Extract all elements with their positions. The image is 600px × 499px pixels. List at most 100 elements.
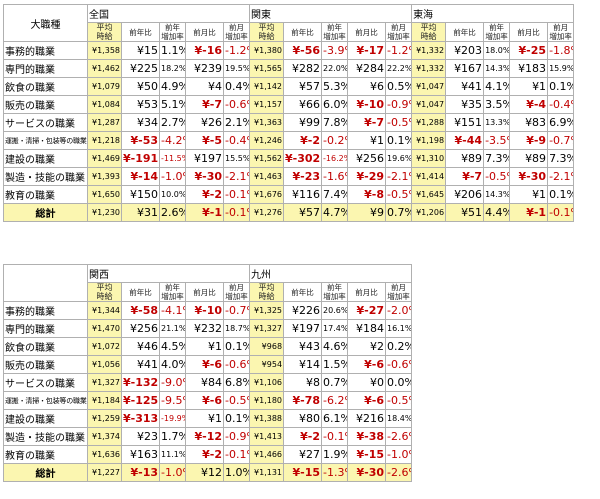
mom-rate-cell: -0.4% — [222, 131, 251, 150]
column-header: 平均 時給 — [249, 282, 285, 302]
avg-wage-cell: ¥1,363 — [249, 113, 285, 132]
yoy-rate-cell: 10.0% — [159, 185, 186, 204]
column-header: 前年 増加率 — [321, 282, 349, 302]
mom-rate-cell: 6.8% — [222, 373, 251, 392]
yoy-diff-cell: ¥35 — [445, 95, 485, 114]
column-header: 前年 増加率 — [321, 22, 349, 42]
column-header: 前月比 — [347, 282, 387, 302]
mom-rate-cell: 0.1% — [222, 409, 251, 428]
avg-wage-cell: ¥1,198 — [411, 131, 447, 150]
mom-rate-cell: 0.0% — [385, 373, 413, 392]
category-label: 販売の職業 — [3, 355, 88, 374]
mom-rate-cell: 22.2% — [385, 59, 413, 78]
total-mom-rate: -0.1% — [547, 203, 575, 222]
mom-rate-cell: -2.1% — [385, 167, 413, 186]
avg-wage-cell: ¥1,388 — [249, 409, 285, 428]
mom-rate-cell: -2.1% — [222, 167, 251, 186]
yoy-diff-cell: ¥-14 — [121, 167, 160, 186]
yoy-rate-cell: 7.3% — [483, 149, 511, 168]
yoy-diff-cell: ¥-23 — [283, 167, 323, 186]
mom-rate-cell: -0.5% — [222, 391, 251, 410]
mom-rate-cell: -0.7% — [547, 131, 575, 150]
column-header: 平均 時給 — [87, 282, 122, 302]
mom-diff-cell: ¥197 — [185, 149, 224, 168]
yoy-diff-cell: ¥34 — [121, 113, 160, 132]
category-label: 事務的職業 — [3, 41, 88, 60]
yoy-diff-cell: ¥89 — [445, 149, 485, 168]
total-mom-rate: -2.6% — [385, 463, 413, 482]
column-header: 前月 増加率 — [385, 282, 413, 302]
table-row: 販売の職業¥1,084¥535.1%¥-7-0.6%¥1,157¥666.0%¥… — [3, 95, 575, 114]
avg-wage-cell: ¥1,636 — [87, 445, 122, 464]
mom-rate-cell: -0.5% — [385, 113, 413, 132]
yoy-diff-cell: ¥167 — [445, 59, 485, 78]
avg-wage-cell: ¥1,327 — [87, 373, 122, 392]
total-yoy-diff: ¥57 — [283, 203, 323, 222]
avg-wage-cell: ¥1,327 — [249, 319, 285, 338]
avg-wage-cell: ¥1,332 — [411, 41, 447, 60]
avg-wage-cell: ¥1,332 — [411, 59, 447, 78]
mom-rate-cell: -0.1% — [222, 185, 251, 204]
subheader-row: 平均 時給 前年比 前年 増加率 前月比 前月 増加率 平均 時給 前年比 前年 増加率 前月比… — [4, 22, 575, 42]
region-header-row: 大職種 全国 関東 東海 — [3, 4, 575, 42]
yoy-diff-cell: ¥43 — [283, 337, 323, 356]
mom-rate-cell: 16.1% — [385, 319, 413, 338]
avg-wage-cell: ¥1,246 — [249, 131, 285, 150]
yoy-rate-cell: 14.3% — [483, 59, 511, 78]
total-mom-diff: ¥-1 — [509, 203, 549, 222]
mom-rate-cell: -0.5% — [385, 185, 413, 204]
mom-rate-cell: 0.5% — [385, 77, 413, 96]
yoy-diff-cell: ¥116 — [283, 185, 323, 204]
mom-rate-cell: 18.7% — [222, 319, 251, 338]
total-mom-diff: ¥-30 — [347, 463, 387, 482]
table-row: 製造・技能の職業¥1,374¥231.7%¥-12-0.9%¥1,413¥-2-… — [3, 427, 413, 446]
avg-wage-cell: ¥1,047 — [411, 95, 447, 114]
table-row: 販売の職業¥1,056¥414.0%¥-6-0.6%¥954¥141.5%¥-6… — [3, 355, 413, 374]
yoy-diff-cell: ¥151 — [445, 113, 485, 132]
category-label: 教育の職業 — [3, 445, 88, 464]
yoy-rate-cell: 7.4% — [321, 185, 349, 204]
yoy-diff-cell: ¥-313 — [121, 409, 160, 428]
yoy-diff-cell: ¥23 — [121, 427, 160, 446]
mom-diff-cell: ¥-30 — [509, 167, 549, 186]
avg-wage-cell: ¥954 — [249, 355, 285, 374]
table-row: サービスの職業¥1,287¥342.7%¥262.1%¥1,363¥997.8%… — [3, 113, 575, 132]
total-avg-wage: ¥1,206 — [411, 203, 447, 222]
yoy-diff-cell: ¥-78 — [283, 391, 323, 410]
avg-wage-cell: ¥1,157 — [249, 95, 285, 114]
category-label: 製造・技能の職業 — [3, 427, 88, 446]
yoy-diff-cell: ¥41 — [121, 355, 160, 374]
total-label: 総計 — [3, 463, 88, 482]
mom-diff-cell: ¥-6 — [185, 391, 224, 410]
mom-rate-cell: -0.5% — [385, 391, 413, 410]
mom-rate-cell: -1.2% — [385, 41, 413, 60]
total-yoy-diff: ¥-13 — [121, 463, 160, 482]
yoy-rate-cell: 1.1% — [159, 41, 186, 60]
avg-wage-cell: ¥1,072 — [87, 337, 122, 356]
column-header: 前年比 — [121, 282, 160, 302]
mom-diff-cell: ¥-12 — [185, 427, 224, 446]
yoy-diff-cell: ¥99 — [283, 113, 323, 132]
yoy-rate-cell: 0.7% — [321, 373, 349, 392]
yoy-diff-cell: ¥-125 — [121, 391, 160, 410]
table-row: 教育の職業¥1,636¥16311.1%¥-2-0.1%¥1,466¥271.9… — [3, 445, 413, 464]
avg-wage-cell: ¥1,462 — [87, 59, 122, 78]
mom-diff-cell: ¥1 — [347, 131, 387, 150]
region-name: 九州 — [249, 264, 413, 283]
column-header: 前月比 — [185, 282, 224, 302]
mom-diff-cell: ¥183 — [509, 59, 549, 78]
mom-diff-cell: ¥6 — [347, 77, 387, 96]
avg-wage-cell: ¥1,142 — [249, 77, 285, 96]
avg-wage-cell: ¥1,325 — [249, 301, 285, 320]
total-yoy-rate: 2.6% — [159, 203, 186, 222]
yoy-diff-cell: ¥203 — [445, 41, 485, 60]
total-yoy-rate: 4.4% — [483, 203, 511, 222]
avg-wage-cell: ¥1,344 — [87, 301, 122, 320]
yoy-rate-cell: 4.9% — [159, 77, 186, 96]
avg-wage-cell: ¥1,180 — [249, 391, 285, 410]
total-mom-rate: -0.1% — [222, 203, 251, 222]
yoy-rate-cell: -16.2% — [321, 149, 349, 168]
total-avg-wage: ¥1,230 — [87, 203, 122, 222]
mom-rate-cell: 2.1% — [222, 113, 251, 132]
category-label: 販売の職業 — [3, 95, 88, 114]
